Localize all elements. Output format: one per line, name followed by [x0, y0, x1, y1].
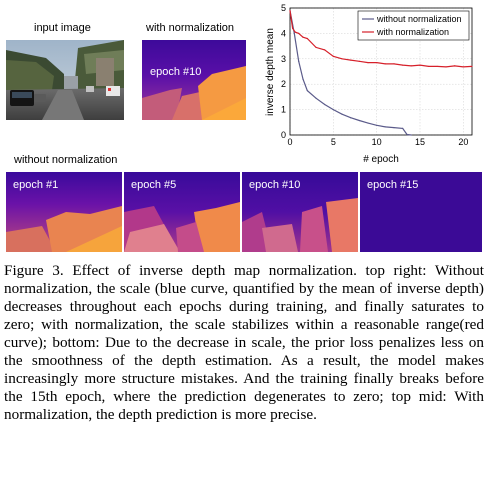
with-normalization-epoch-tag: epoch #10 — [150, 66, 202, 78]
chart-svg: 0 5 10 15 20 0 1 2 3 4 5 without normalization wit… — [265, 3, 473, 165]
without-normalization-epoch-10: epoch #10 — [242, 172, 358, 252]
series-1-point — [402, 64, 404, 66]
without-normalization-label: without normalization — [14, 154, 118, 166]
series-1-point — [324, 49, 326, 51]
series-1-point — [341, 58, 343, 60]
without-normalization-epoch-1: epoch #1 — [6, 172, 122, 252]
y-tick-label: 5 — [281, 3, 286, 13]
series-0-point — [358, 119, 360, 122]
series-0-point — [350, 117, 352, 119]
series-1-point — [471, 65, 473, 68]
y-axis-label: inverse depth mean — [265, 28, 276, 116]
series-1-point — [384, 63, 386, 65]
y-tick-label: 0 — [281, 130, 286, 140]
series-0-point — [306, 89, 308, 92]
x-tick-label: 0 — [287, 137, 292, 147]
series-0-point — [302, 78, 304, 80]
series-1-point — [292, 27, 294, 29]
series-1-point — [350, 59, 352, 61]
series-0-point — [384, 126, 386, 128]
series-0-point — [393, 127, 395, 129]
series-0-point — [341, 113, 343, 115]
series-1-point — [294, 31, 296, 33]
series-0-point — [410, 134, 412, 136]
series-1-point — [358, 60, 360, 62]
series-1-point — [332, 55, 334, 57]
y-tick-label: 3 — [281, 54, 286, 64]
series-1-point — [376, 62, 378, 64]
series-0-point — [402, 127, 404, 129]
series-0-point — [293, 32, 295, 35]
series-0-point — [332, 109, 334, 111]
plot-frame — [289, 7, 473, 136]
series-0-point — [315, 97, 317, 99]
epoch-15-tag: epoch #15 — [367, 179, 419, 191]
series-1-point — [367, 62, 369, 64]
series-1-point — [436, 65, 438, 68]
legend-box — [357, 10, 470, 41]
x-tick-label: 20 — [458, 137, 468, 147]
input-image — [6, 40, 124, 120]
series-0-point — [406, 133, 408, 136]
series-0-point — [367, 122, 369, 124]
y-tick-label: 2 — [281, 79, 286, 89]
without-normalization-epoch-15: epoch #15 — [360, 172, 482, 252]
series-1-point — [454, 65, 456, 67]
epoch-5-tag: epoch #5 — [131, 179, 177, 191]
series-0-point — [298, 60, 300, 62]
series-1-point — [419, 64, 421, 66]
series-line-0 — [289, 10, 412, 136]
series-1-point — [410, 65, 412, 67]
series-0-point — [324, 103, 326, 106]
y-tick-label: 4 — [281, 28, 286, 38]
series-1-point — [298, 32, 300, 35]
without-normalization-epoch-5: epoch #5 — [124, 172, 240, 252]
series-1-point — [428, 65, 430, 68]
series-0-point — [376, 124, 378, 126]
figure-caption: Figure 3. Effect of inverse depth map no… — [4, 262, 484, 423]
series-1-point — [445, 66, 447, 68]
series-1-point — [289, 9, 291, 12]
with-normalization-depth-map: epoch #10 — [142, 40, 246, 120]
legend-label-without-normalization: without normalization — [376, 14, 462, 24]
with-normalization-label: with normalization — [146, 22, 235, 34]
series-1-point — [302, 36, 304, 38]
series-1-point — [315, 46, 317, 48]
series-1-point — [393, 63, 395, 65]
y-tick-label: 1 — [281, 105, 286, 115]
input-image-label: input image — [34, 22, 91, 34]
legend-label-with-normalization: with normalization — [376, 27, 449, 37]
series-1-point — [306, 37, 308, 40]
epoch-10-tag: epoch #10 — [249, 179, 301, 191]
series-1-point — [462, 66, 464, 68]
x-tick-label: 10 — [372, 137, 382, 147]
x-tick-label: 15 — [415, 137, 425, 147]
x-tick-label: 5 — [331, 137, 336, 147]
x-axis-label: # epoch — [363, 154, 399, 165]
inverse-depth-chart: 0 5 10 15 20 0 1 2 3 4 5 without normalization wit… — [262, 0, 486, 170]
epoch-1-tag: epoch #1 — [13, 179, 59, 191]
